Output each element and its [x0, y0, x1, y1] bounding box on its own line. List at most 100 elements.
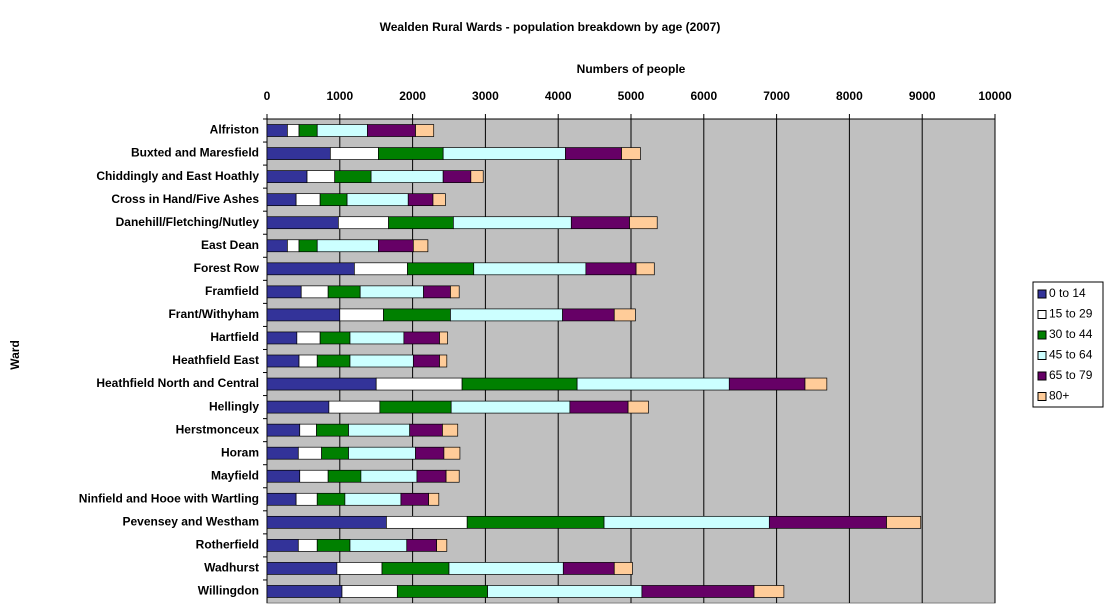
bar-segment: [641, 585, 755, 598]
bar-segment: [327, 285, 361, 299]
bar-segment: [349, 539, 408, 552]
bar-segment: [266, 377, 377, 391]
y-tick-label: Hartfield: [210, 330, 259, 344]
bar-segment: [450, 308, 563, 322]
bar-segment: [266, 308, 341, 322]
bar-segment: [728, 377, 806, 391]
bar-segment: [334, 170, 372, 183]
bar-segment: [569, 400, 629, 414]
x-tick-label: 9000: [909, 89, 936, 103]
bar-segment: [396, 585, 488, 598]
bar-segment: [562, 308, 615, 322]
x-tick-label: 3000: [472, 89, 499, 103]
bar-segment: [316, 423, 349, 437]
bar-segment: [266, 354, 300, 368]
bar-segment: [487, 585, 643, 598]
bar-segment: [266, 585, 343, 598]
y-tick-label: Forest Row: [194, 261, 260, 275]
bar-segment: [319, 331, 351, 345]
y-axis-label: Ward: [8, 340, 22, 370]
legend-swatch: [1037, 392, 1047, 401]
bar-segment: [450, 400, 571, 414]
bar-segment: [627, 400, 649, 414]
bar-segment: [388, 216, 454, 230]
bar-segment: [585, 262, 637, 276]
bar-segment: [753, 585, 785, 598]
legend-swatch: [1037, 310, 1047, 319]
bar-segment: [367, 124, 416, 137]
bar-segment: [415, 446, 445, 460]
y-tick-label: Horam: [221, 445, 259, 459]
bar-segment: [296, 331, 321, 345]
legend-label: 45 to 64: [1049, 348, 1093, 362]
bar-segment: [339, 308, 384, 322]
bar-segment: [804, 377, 828, 391]
bar-segment: [266, 331, 298, 345]
bar-segment: [635, 262, 655, 276]
bar-segment: [341, 585, 398, 598]
bar-segment: [443, 446, 461, 460]
x-tick-label: 8000: [836, 89, 863, 103]
legend-swatch: [1037, 351, 1047, 360]
bar-segment: [360, 469, 418, 483]
x-tick-label: 6000: [690, 89, 717, 103]
bar-segment: [266, 469, 301, 483]
bar-segment: [287, 124, 300, 137]
bar-segment: [266, 216, 339, 230]
bar-segment: [354, 262, 408, 276]
x-tick-label: 0: [264, 89, 271, 103]
bar-segment: [473, 262, 587, 276]
bar-segment: [439, 331, 448, 345]
bar-segment: [470, 170, 484, 183]
y-tick-label: Willingdon: [198, 584, 259, 598]
legend-swatch: [1037, 289, 1047, 299]
bar-segment: [300, 285, 329, 299]
bar-segment: [306, 170, 336, 183]
bar-segment: [298, 354, 318, 368]
legend-label: 30 to 44: [1049, 327, 1093, 341]
bar-segment: [319, 193, 348, 207]
x-tick-label: 5000: [618, 89, 645, 103]
bar-segment: [445, 469, 460, 483]
bar-segment: [383, 308, 451, 322]
bar-segment: [415, 124, 435, 137]
bar-segment: [266, 539, 299, 552]
y-tick-label: Mayfield: [211, 468, 259, 482]
x-tick-label: 7000: [763, 89, 790, 103]
bar-segment: [370, 170, 444, 183]
bar-segment: [461, 377, 578, 391]
legend-swatch: [1037, 330, 1047, 340]
bar-segment: [336, 562, 383, 575]
bar-segment: [298, 239, 318, 253]
bar-segment: [576, 377, 730, 391]
bar-segment: [299, 423, 317, 437]
bar-segment: [266, 423, 301, 437]
bar-segment: [423, 285, 451, 299]
x-axis-label: Numbers of people: [577, 62, 686, 76]
bar-segment: [428, 492, 440, 506]
y-tick-label: Wadhurst: [204, 561, 259, 575]
bar-segment: [629, 216, 658, 230]
bar-segment: [403, 331, 440, 345]
x-tick-label: 2000: [399, 89, 426, 103]
y-tick-label: Framfield: [205, 284, 259, 298]
bar-segment: [416, 469, 447, 483]
bar-segment: [266, 492, 297, 506]
bar-segment: [603, 515, 770, 529]
bar-segment: [299, 469, 329, 483]
bar-segment: [348, 446, 416, 460]
bar-segment: [266, 170, 308, 183]
bar-segment: [886, 515, 922, 529]
bar-segment: [327, 469, 362, 483]
bar-segment: [442, 170, 472, 183]
bar-segment: [359, 285, 424, 299]
bar-segment: [406, 539, 437, 552]
bar-segment: [409, 423, 443, 437]
bar-segment: [381, 562, 450, 575]
bar-segment: [295, 193, 321, 207]
legend: [1032, 281, 1104, 408]
bar-segment: [316, 539, 351, 552]
bar-segment: [266, 124, 288, 137]
bar-segment: [297, 446, 322, 460]
